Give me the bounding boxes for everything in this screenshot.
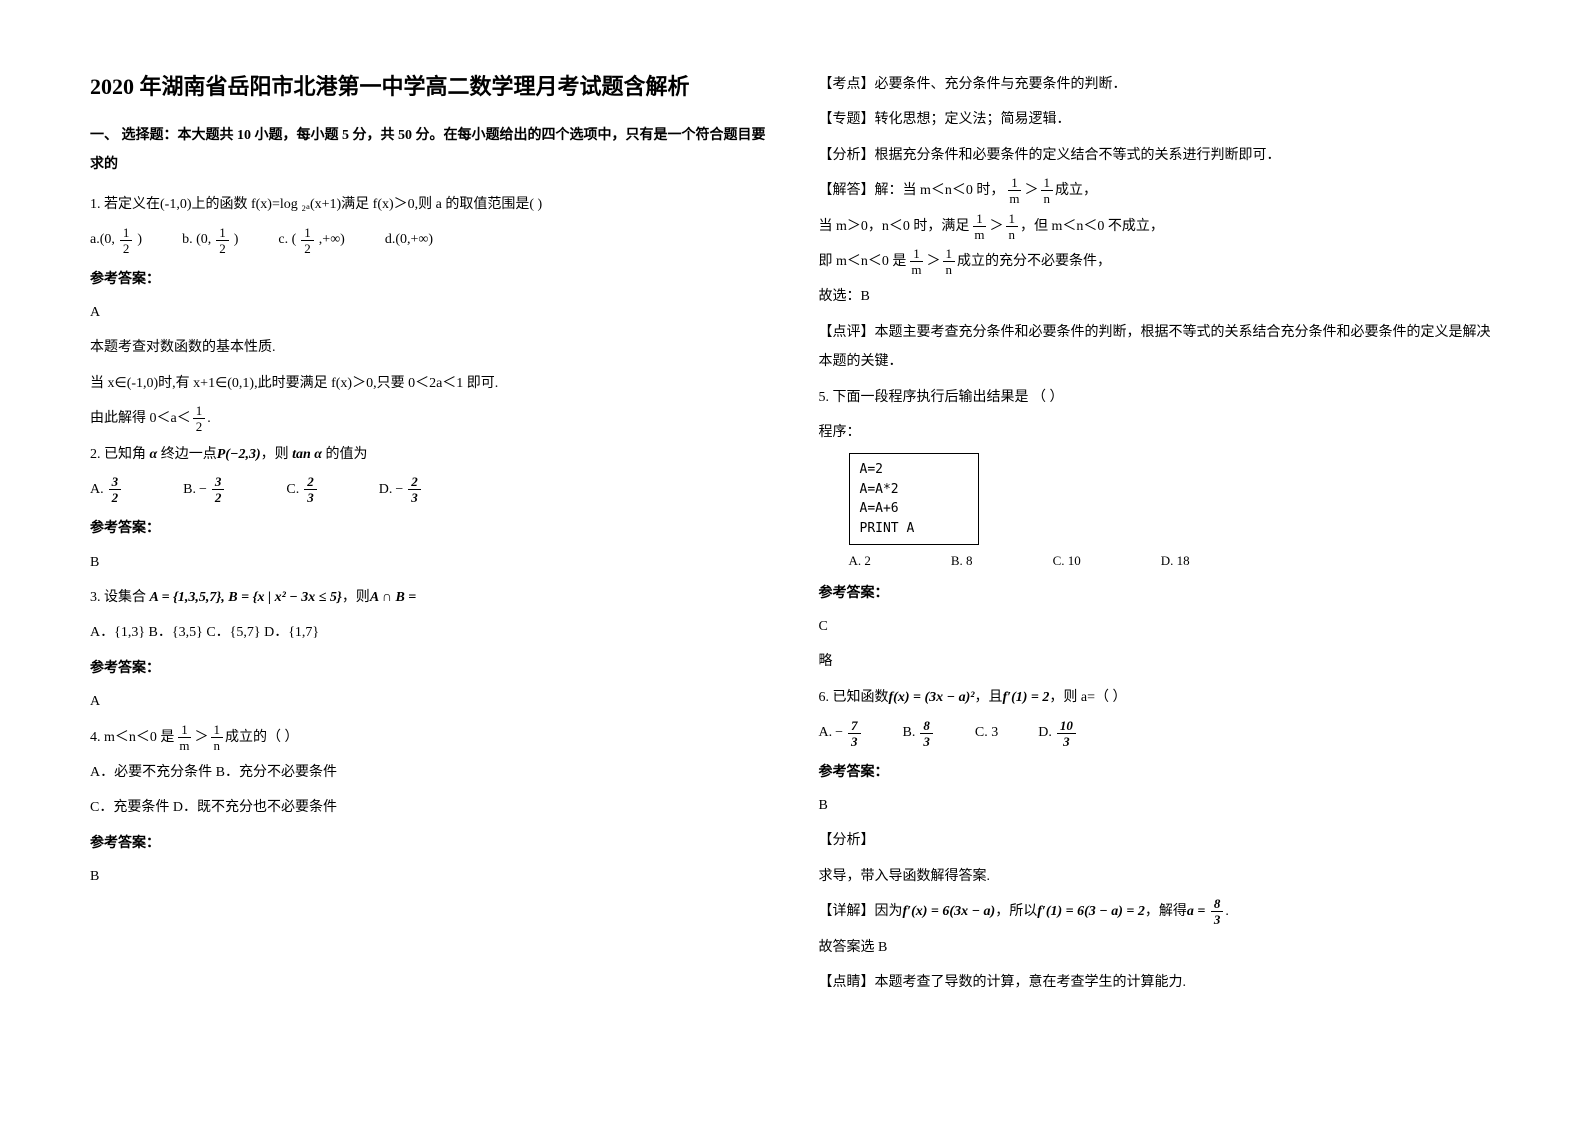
q6-pt: 【点睛】本题考查了导数的计算，意在考查学生的计算能力. — [819, 968, 1498, 997]
r-l3: 【分析】根据充分条件和必要条件的定义结合不等式的关系进行判断即可． — [819, 141, 1498, 170]
section-heading: 一、 选择题：本大题共 10 小题，每小题 5 分，共 50 分。在每小题给出的… — [90, 121, 769, 180]
q2-ans: B — [90, 548, 769, 577]
q1-expl2: 当 x∈(-1,0)时,有 x+1∈(0,1),此时要满足 f(x)＞0,只要 … — [90, 369, 769, 398]
q6-opt-c: C. 3 — [975, 718, 998, 747]
q5-ans-head: 参考答案： — [819, 579, 1498, 608]
q4-stem: 4. m＜n＜0 是1m＞1n成立的（ ） — [90, 723, 769, 752]
q6-opt-d: D.103 — [1038, 718, 1078, 747]
q6-ans-head: 参考答案： — [819, 758, 1498, 787]
q6-detail: 【详解】因为f′(x) = 6(3x − a)，所以f′(1) = 6(3 − … — [819, 897, 1498, 926]
q1-expl3: 由此解得 0＜a＜12. — [90, 404, 769, 433]
q1-stem: 1. 若定义在(-1,0)上的函数 f(x)=log ₂ₐ(x+1)满足 f(x… — [90, 190, 769, 219]
q1-ans: A — [90, 298, 769, 327]
q5-opt-c: C. 10 — [1053, 547, 1081, 574]
q1-options: a.(0,12) b. (0,12) c. (12,+∞) d.(0,+∞) — [90, 225, 769, 254]
r-l5: 当 m＞0，n＜0 时，满足1m＞1n，但 m＜n＜0 不成立， — [819, 212, 1498, 241]
q1-ans-head: 参考答案： — [90, 265, 769, 294]
q2-ans-head: 参考答案： — [90, 514, 769, 543]
q5-opt-d: D. 18 — [1161, 547, 1190, 574]
q6-opt-a: A.−73 — [819, 718, 863, 747]
q6-stem: 6. 已知函数f(x) = (3x − a)²，且f′(1) = 2，则 a=（… — [819, 683, 1498, 712]
left-column: 2020 年湖南省岳阳市北港第一中学高二数学理月考试题含解析 一、 选择题：本大… — [90, 70, 769, 1003]
q2-opt-a: A.32 — [90, 475, 123, 504]
q6-end: 故答案选 B — [819, 933, 1498, 962]
page-title: 2020 年湖南省岳阳市北港第一中学高二数学理月考试题含解析 — [90, 70, 769, 103]
q5-options: A. 2 B. 8 C. 10 D. 18 — [849, 547, 1498, 574]
r-l4: 【解答】解：当 m＜n＜0 时，1m＞1n成立， — [819, 176, 1498, 205]
q6-an1: 【分析】 — [819, 826, 1498, 855]
right-column: 【考点】必要条件、充分条件与充要条件的判断． 【专题】转化思想；定义法；简易逻辑… — [819, 70, 1498, 1003]
q5-note: 略 — [819, 647, 1498, 676]
q4-opts-cd: C．充要条件 D．既不充分也不必要条件 — [90, 793, 769, 822]
q1-opt-c: c. (12,+∞) — [278, 225, 344, 254]
q6-opt-b: B.83 — [903, 718, 935, 747]
q4-ans-head: 参考答案： — [90, 829, 769, 858]
q1-expl1: 本题考查对数函数的基本性质. — [90, 333, 769, 362]
q3-ans-head: 参考答案： — [90, 654, 769, 683]
q2-options: A.32 B.−32 C.23 D.−23 — [90, 475, 769, 504]
q4-opts-ab: A．必要不充分条件 B．充分不必要条件 — [90, 758, 769, 787]
q6-an2: 求导，带入导函数解得答案. — [819, 862, 1498, 891]
q5-opt-b: B. 8 — [951, 547, 973, 574]
r-l1: 【考点】必要条件、充分条件与充要条件的判断． — [819, 70, 1498, 99]
q2-opt-b: B.−32 — [183, 475, 226, 504]
q6-options: A.−73 B.83 C. 3 D.103 — [819, 718, 1498, 747]
q5-opt-a: A. 2 — [849, 547, 871, 574]
q1-opt-d: d.(0,+∞) — [385, 225, 433, 254]
q3-options: A．{1,3} B．{3,5} C．{5,7} D．{1,7} — [90, 618, 769, 647]
q5-prog-label: 程序： — [819, 418, 1498, 447]
r-l7: 故选：B — [819, 282, 1498, 311]
q2-stem: 2. 已知角 α 终边一点P(−2,3)，则 tan α 的值为 — [90, 440, 769, 469]
r-l2: 【专题】转化思想；定义法；简易逻辑． — [819, 105, 1498, 134]
q1-opt-a: a.(0,12) — [90, 225, 142, 254]
q2-opt-c: C.23 — [286, 475, 318, 504]
code-box: A=2 A=A*2 A=A+6 PRINT A — [849, 453, 979, 545]
q3-stem: 3. 设集合 A = {1,3,5,7}, B = {x | x² − 3x ≤… — [90, 583, 769, 612]
q5-stem: 5. 下面一段程序执行后输出结果是 （ ） — [819, 383, 1498, 412]
r-l6: 即 m＜n＜0 是1m＞1n成立的充分不必要条件， — [819, 247, 1498, 276]
q6-ans: B — [819, 791, 1498, 820]
r-l8: 【点评】本题主要考查充分条件和必要条件的判断，根据不等式的关系结合充分条件和必要… — [819, 318, 1498, 377]
q1-opt-b: b. (0,12) — [182, 225, 238, 254]
q5-ans: C — [819, 612, 1498, 641]
q2-opt-d: D.−23 — [379, 475, 423, 504]
q4-ans: B — [90, 862, 769, 891]
q3-ans: A — [90, 687, 769, 716]
